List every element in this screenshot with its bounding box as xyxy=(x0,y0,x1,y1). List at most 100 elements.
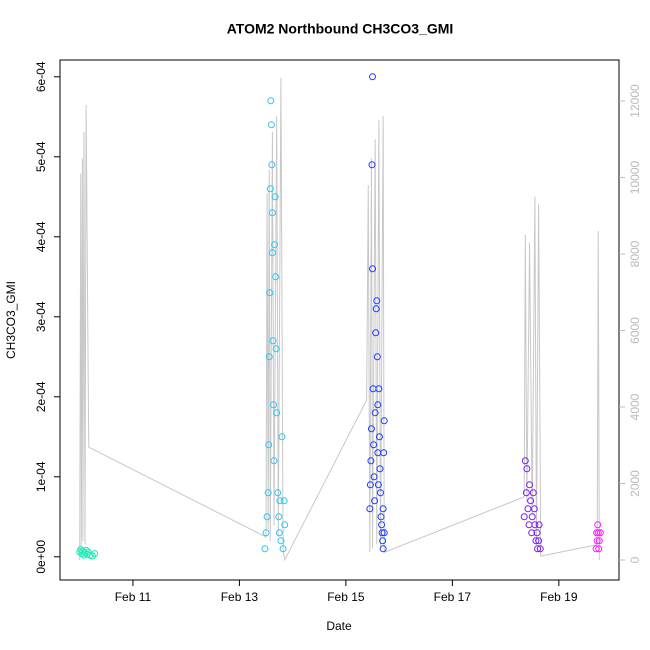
point xyxy=(594,529,602,537)
point xyxy=(372,305,380,313)
y-tick-label: 5e-04 xyxy=(34,141,48,172)
point xyxy=(269,401,277,409)
point xyxy=(269,337,277,345)
point xyxy=(366,481,374,489)
point xyxy=(372,329,380,337)
point xyxy=(524,505,532,513)
y-tick-label: 2e-04 xyxy=(34,381,48,412)
point xyxy=(594,521,602,529)
point xyxy=(536,545,544,553)
point xyxy=(374,481,382,489)
x-tick-label: Feb 17 xyxy=(434,590,472,604)
x-axis-label: Date xyxy=(326,619,352,633)
point xyxy=(369,265,377,273)
point xyxy=(272,345,280,353)
plot-frame xyxy=(59,59,620,581)
point xyxy=(378,529,386,537)
point xyxy=(371,497,379,505)
point xyxy=(373,297,381,305)
point xyxy=(366,505,374,513)
point xyxy=(374,401,382,409)
point xyxy=(368,161,376,169)
x-tick-label: Feb 15 xyxy=(327,590,365,604)
point xyxy=(529,489,537,497)
y-axis-label: CH3CO3_GMI xyxy=(4,281,18,359)
point xyxy=(531,521,539,529)
point xyxy=(379,545,387,553)
y2-tick-label: 6000 xyxy=(628,317,642,344)
point xyxy=(369,73,377,81)
point xyxy=(377,513,385,521)
point xyxy=(528,513,536,521)
point xyxy=(268,161,276,169)
point xyxy=(592,545,600,553)
y2-tick-label: 12000 xyxy=(628,84,642,118)
point xyxy=(270,457,278,465)
point xyxy=(596,529,604,537)
point xyxy=(267,121,275,129)
point xyxy=(277,537,285,545)
point xyxy=(378,521,386,529)
point xyxy=(535,537,543,545)
point xyxy=(527,497,535,505)
point xyxy=(273,409,281,417)
y2-tick-label: 2000 xyxy=(628,470,642,497)
chart-title: ATOM2 Northbound CH3CO3_GMI xyxy=(227,21,454,37)
point xyxy=(373,353,381,361)
point xyxy=(523,465,531,473)
point xyxy=(271,193,279,201)
point xyxy=(261,545,269,553)
point xyxy=(375,433,383,441)
altitude-line xyxy=(79,78,600,562)
point xyxy=(275,513,283,521)
point xyxy=(376,465,384,473)
point xyxy=(370,473,378,481)
point xyxy=(522,489,530,497)
point xyxy=(275,529,283,537)
x-tick-label: Feb 19 xyxy=(540,590,578,604)
point xyxy=(532,537,540,545)
y2-tick-label: 0 xyxy=(628,556,642,563)
point xyxy=(278,433,286,441)
point xyxy=(380,529,388,537)
point xyxy=(379,505,387,513)
point xyxy=(263,513,271,521)
point xyxy=(371,409,379,417)
point xyxy=(595,545,603,553)
x-tick-label: Feb 11 xyxy=(115,590,152,604)
point xyxy=(266,185,274,193)
point xyxy=(279,545,287,553)
point xyxy=(268,249,276,257)
point xyxy=(82,546,90,554)
y2-tick-label: 10000 xyxy=(628,160,642,194)
point xyxy=(367,425,375,433)
point xyxy=(276,497,284,505)
point xyxy=(595,537,603,545)
point xyxy=(533,529,541,537)
y2-tick-label: 4000 xyxy=(628,393,642,420)
point xyxy=(281,521,289,529)
y-tick-label: 0e+00 xyxy=(34,540,48,574)
point xyxy=(265,441,273,449)
point xyxy=(274,489,282,497)
point xyxy=(262,529,270,537)
y-tick-label: 6e-04 xyxy=(34,61,48,92)
point xyxy=(535,521,543,529)
point xyxy=(271,241,279,249)
point xyxy=(526,481,534,489)
point xyxy=(376,489,384,497)
point xyxy=(525,521,533,529)
point xyxy=(521,457,529,465)
point xyxy=(380,449,388,457)
point xyxy=(530,505,538,513)
point xyxy=(379,537,387,545)
x-tick-label: Feb 13 xyxy=(221,590,259,604)
y-tick-label: 3e-04 xyxy=(34,301,48,332)
point xyxy=(375,385,383,393)
point xyxy=(266,289,274,297)
point xyxy=(380,417,388,425)
point xyxy=(370,441,378,449)
point xyxy=(268,209,276,217)
point xyxy=(280,497,288,505)
